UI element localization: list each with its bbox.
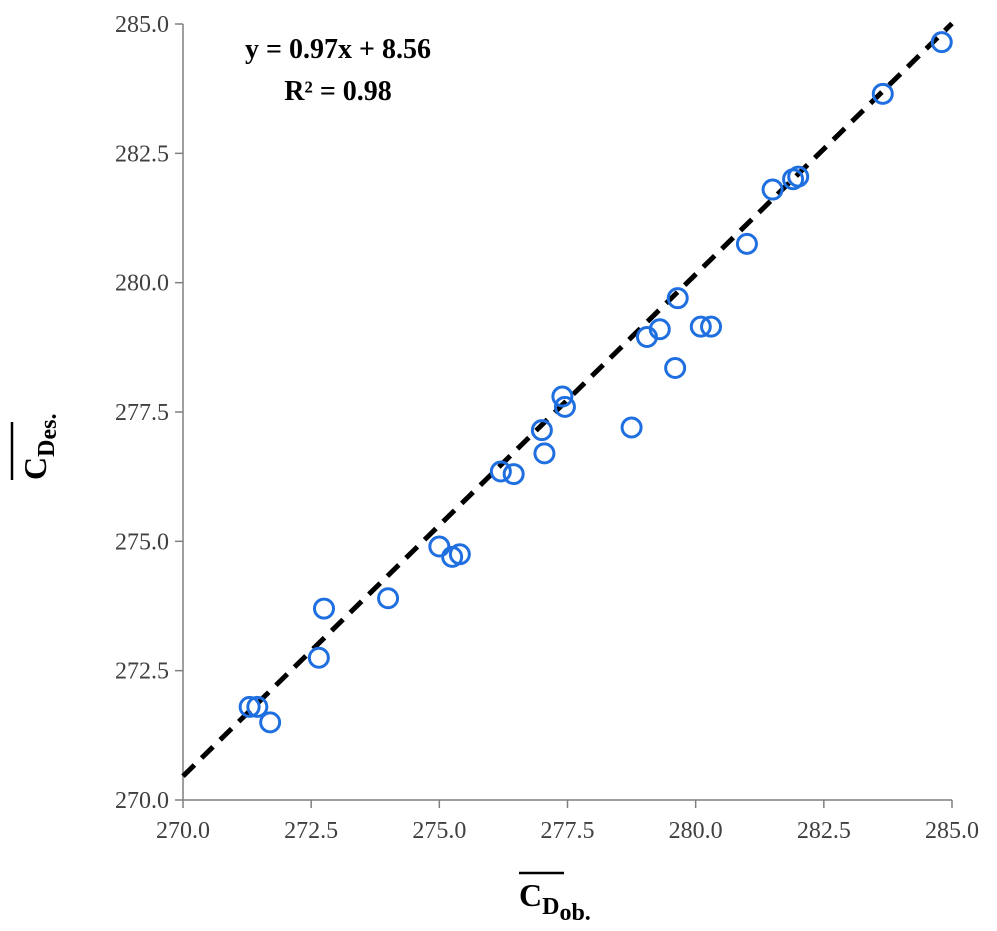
data-points — [238, 31, 953, 734]
axes — [182, 24, 952, 801]
data-point — [553, 395, 576, 418]
x-tick-label: 270.0 — [156, 818, 210, 844]
data-point — [664, 357, 687, 380]
x-tick-label: 272.5 — [284, 818, 338, 844]
x-axis-title: CDob. — [519, 871, 591, 926]
data-point — [502, 463, 525, 486]
x-axis-title-main: C — [519, 877, 542, 913]
y-axis-title-suffix: es. — [36, 414, 62, 440]
data-point — [620, 416, 643, 439]
y-tick-label: 270.0 — [115, 788, 169, 814]
data-point — [648, 318, 671, 341]
svg-text:CDob.: CDob. — [519, 877, 591, 926]
data-point — [533, 442, 556, 465]
data-point — [787, 165, 810, 188]
y-tick-label: 272.5 — [115, 659, 169, 685]
data-point — [871, 82, 894, 105]
data-point — [530, 419, 553, 442]
data-point — [735, 232, 758, 255]
x-tick-label: 277.5 — [541, 818, 595, 844]
y-tick-label: 275.0 — [115, 529, 169, 555]
data-point — [307, 646, 330, 669]
data-point — [689, 315, 712, 338]
data-point — [448, 543, 471, 566]
data-point — [700, 315, 723, 338]
y-tick-label: 280.0 — [115, 271, 169, 297]
y-tick-label: 285.0 — [115, 12, 169, 38]
x-tick-label: 282.5 — [797, 818, 851, 844]
data-point — [551, 385, 574, 408]
data-point — [312, 597, 335, 620]
data-point — [428, 535, 451, 558]
data-point — [259, 711, 282, 734]
x-axis-title-sub: D — [542, 894, 559, 920]
data-point — [666, 287, 689, 310]
data-point — [489, 460, 512, 483]
equation-label: y = 0.97x + 8.56 — [245, 34, 431, 65]
x-axis-title-suffix: ob. — [559, 900, 590, 926]
data-point — [246, 695, 269, 718]
data-point — [930, 31, 953, 54]
data-point — [238, 695, 261, 718]
trendline — [181, 21, 954, 778]
x-ticks: 270.0 272.5 275.0 277.5 280.0 282.5 285.0 — [156, 800, 979, 844]
y-axis-title-main: C — [17, 457, 53, 480]
svg-text:CDes.: CDes. — [17, 414, 62, 480]
data-point — [761, 178, 784, 201]
r-squared-label: R² = 0.98 — [284, 76, 392, 107]
x-tick-label: 280.0 — [669, 818, 723, 844]
x-tick-label: 285.0 — [925, 818, 979, 844]
y-axis-title: CDes. — [10, 414, 62, 480]
data-point — [377, 587, 400, 610]
y-tick-label: 277.5 — [115, 400, 169, 426]
y-axis-title-sub: D — [34, 440, 60, 457]
y-tick-label: 282.5 — [115, 141, 169, 167]
x-tick-label: 275.0 — [412, 818, 466, 844]
y-ticks: 270.0 272.5 275.0 277.5 280.0 282.5 285.0 — [115, 12, 183, 814]
